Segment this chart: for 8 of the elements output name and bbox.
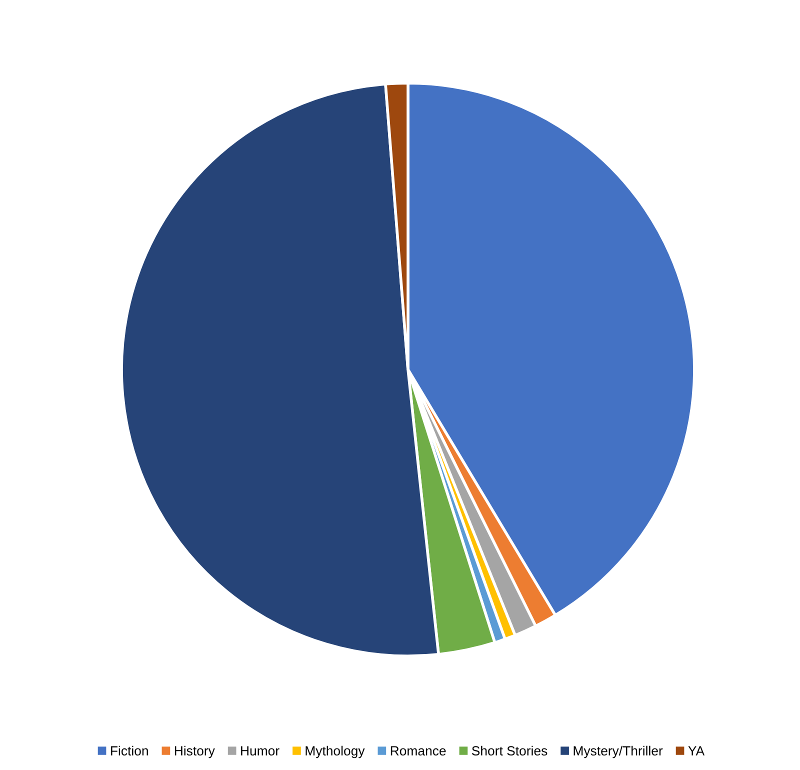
legend-label: Mythology <box>306 746 365 758</box>
legend-label: Romance <box>390 746 446 756</box>
legend-label: Humor <box>241 746 280 756</box>
legend-label: YA <box>688 746 705 756</box>
legend-label: History <box>174 746 215 758</box>
legend-label: Fiction <box>111 746 148 756</box>
legend-label: Mystery/Thriller <box>574 746 663 758</box>
legend-label: Short Stories <box>472 746 548 756</box>
